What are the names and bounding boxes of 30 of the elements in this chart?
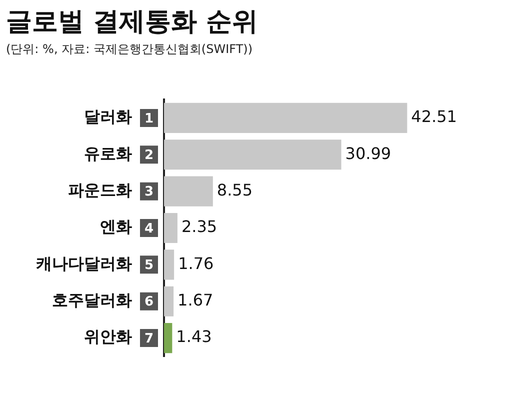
y-tick-label: 달러화 [84, 107, 132, 126]
data-label: 42.51 [411, 107, 457, 126]
data-label: 1.67 [178, 290, 214, 310]
bar [164, 250, 174, 280]
bar [164, 140, 342, 170]
bar [164, 286, 174, 316]
bar [164, 102, 408, 133]
data-label: 30.99 [345, 144, 392, 163]
data-label: 2.35 [181, 217, 218, 236]
bar [164, 323, 172, 354]
y-tick-label: 엔화 [100, 217, 132, 236]
chart-subtitle: (단위: %, 자료: 국제은행간통신협회(SWIFT)) [6, 41, 254, 58]
text: 3 [144, 184, 154, 200]
text: 1 [144, 111, 154, 126]
y-tick-label: 캐나다달러화 [36, 254, 132, 273]
bar [164, 212, 178, 244]
text: 7 [144, 331, 154, 346]
bar [164, 176, 213, 206]
data-label: 1.43 [176, 327, 212, 346]
y-tick-label: 위안화 [84, 327, 132, 346]
chart-title: 글로벌 결제통화 순위 [6, 6, 260, 39]
y-tick-label: 호주달러화 [52, 290, 132, 310]
text: 6 [144, 294, 154, 310]
y-tick-label: 파운드화 [68, 180, 132, 200]
y-tick-label: 유로화 [84, 144, 132, 163]
data-label: 8.55 [216, 180, 253, 200]
text: 4 [144, 221, 154, 236]
text: 2 [144, 148, 154, 164]
data-label: 1.76 [178, 254, 214, 273]
text: 5 [144, 258, 154, 274]
